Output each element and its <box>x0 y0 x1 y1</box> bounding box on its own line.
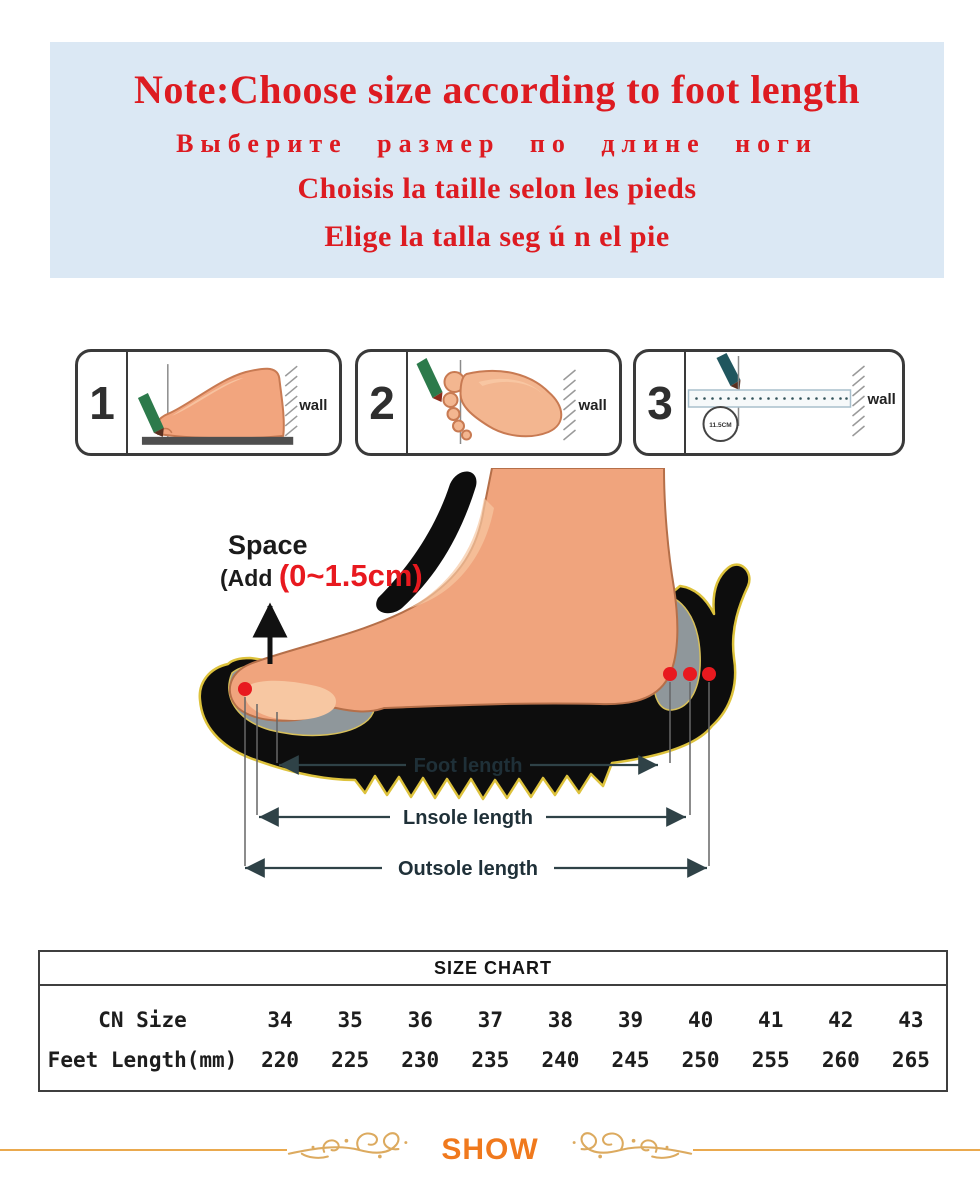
foot-toe-highlight <box>245 680 336 720</box>
divider-line-left <box>0 1149 288 1151</box>
note-header: Note:Choose size according to foot lengt… <box>50 42 944 278</box>
step-3-illustration: 11.5CM wall <box>686 352 902 453</box>
feet-length-cell: 230 <box>401 1048 440 1072</box>
cn-size-cell: 42 <box>828 1008 854 1032</box>
flourish-ornament-left <box>288 1132 408 1159</box>
flourish-ornament-right <box>572 1132 692 1159</box>
svg-text:(Add (0~1.5cm): (Add (0~1.5cm) <box>220 558 423 593</box>
space-add-label: (Add <box>220 565 272 591</box>
space-add-value: (0~1.5cm) <box>279 558 423 593</box>
outsole-length-label: Outsole length <box>398 858 538 880</box>
size-chart: SIZE CHART CN Size 34 35 36 37 38 39 40 … <box>38 950 948 1092</box>
step-1-wall-label: wall <box>298 397 327 414</box>
foot-side-measure-icon: wall <box>137 364 327 445</box>
feet-length-cell: 225 <box>331 1048 370 1072</box>
cn-size-cell: 36 <box>407 1008 433 1032</box>
foot-length-diagram-art: Space (Add (0~1.5cm) <box>198 467 751 880</box>
step-1-number: 1 <box>78 352 128 453</box>
step-1-illustration: wall <box>128 352 339 453</box>
foot-length-diagram: Space (Add (0~1.5cm) <box>140 467 840 883</box>
measure-step-2: 2 <box>355 349 622 456</box>
feet-length-cell: 220 <box>261 1048 300 1072</box>
feet-length-cell: 255 <box>751 1048 790 1072</box>
cn-size-cell: 39 <box>617 1008 644 1032</box>
row-label: CN Size <box>98 1008 187 1032</box>
space-label: Space <box>228 530 308 560</box>
foot-instep-highlight <box>410 498 494 608</box>
note-title-spanish: Elige la talla seg ú n el pie <box>324 220 670 253</box>
extension-lines <box>244 682 710 866</box>
show-label: SHOW <box>441 1133 539 1166</box>
cn-size-cell: 34 <box>267 1008 293 1032</box>
show-divider: SHOW <box>0 1118 980 1182</box>
feet-length-cell: 240 <box>541 1048 580 1072</box>
measure-step-3: 3 11.5CM <box>633 349 905 456</box>
step-3-number: 3 <box>636 352 686 453</box>
cn-size-cell: 41 <box>758 1008 784 1032</box>
feet-length-cell: 250 <box>681 1048 720 1072</box>
step-2-number: 2 <box>358 352 408 453</box>
note-title-russian: Выберите размер по длине ноги <box>176 129 818 158</box>
cn-size-cell: 40 <box>687 1008 714 1032</box>
ruler-measure-icon: 11.5CM wall <box>687 353 896 442</box>
row-label: Feet Length(mm) <box>47 1048 238 1072</box>
size-chart-title: SIZE CHART <box>40 952 946 986</box>
foot-top-measure-icon: wall <box>416 358 607 444</box>
size-chart-row-feet-length: Feet Length(mm) 220 225 230 235 240 245 … <box>40 1040 946 1080</box>
insole-length-label: Lnsole length <box>403 807 533 829</box>
size-chart-body: CN Size 34 35 36 37 38 39 40 41 42 43 Fe… <box>40 986 946 1090</box>
feet-length-cell: 265 <box>891 1048 930 1072</box>
cn-size-cell: 35 <box>337 1008 363 1032</box>
note-title-english: Note:Choose size according to foot lengt… <box>134 67 860 112</box>
step-2-illustration: wall <box>408 352 619 453</box>
foot-shape <box>229 467 679 722</box>
shoe-tongue-shape <box>376 471 477 614</box>
measure-step-1: 1 wall <box>75 349 342 456</box>
note-title-french: Choisis la taille selon les pieds <box>297 172 697 205</box>
measure-dots <box>238 667 716 696</box>
size-chart-row-cn-size: CN Size 34 35 36 37 38 39 40 41 42 43 <box>40 1000 946 1040</box>
divider-line-right <box>692 1149 980 1151</box>
foot-length-label: Foot length <box>414 755 523 777</box>
cn-size-cell: 38 <box>547 1008 574 1032</box>
step-2-wall-label: wall <box>578 397 607 414</box>
step-3-wall-label: wall <box>867 391 896 408</box>
feet-length-cell: 260 <box>821 1048 860 1072</box>
cn-size-cell: 43 <box>898 1008 924 1032</box>
cn-size-cell: 37 <box>477 1008 503 1032</box>
feet-length-cell: 245 <box>611 1048 650 1072</box>
step-3-ruler-value: 11.5CM <box>709 422 731 429</box>
feet-length-cell: 235 <box>471 1048 510 1072</box>
